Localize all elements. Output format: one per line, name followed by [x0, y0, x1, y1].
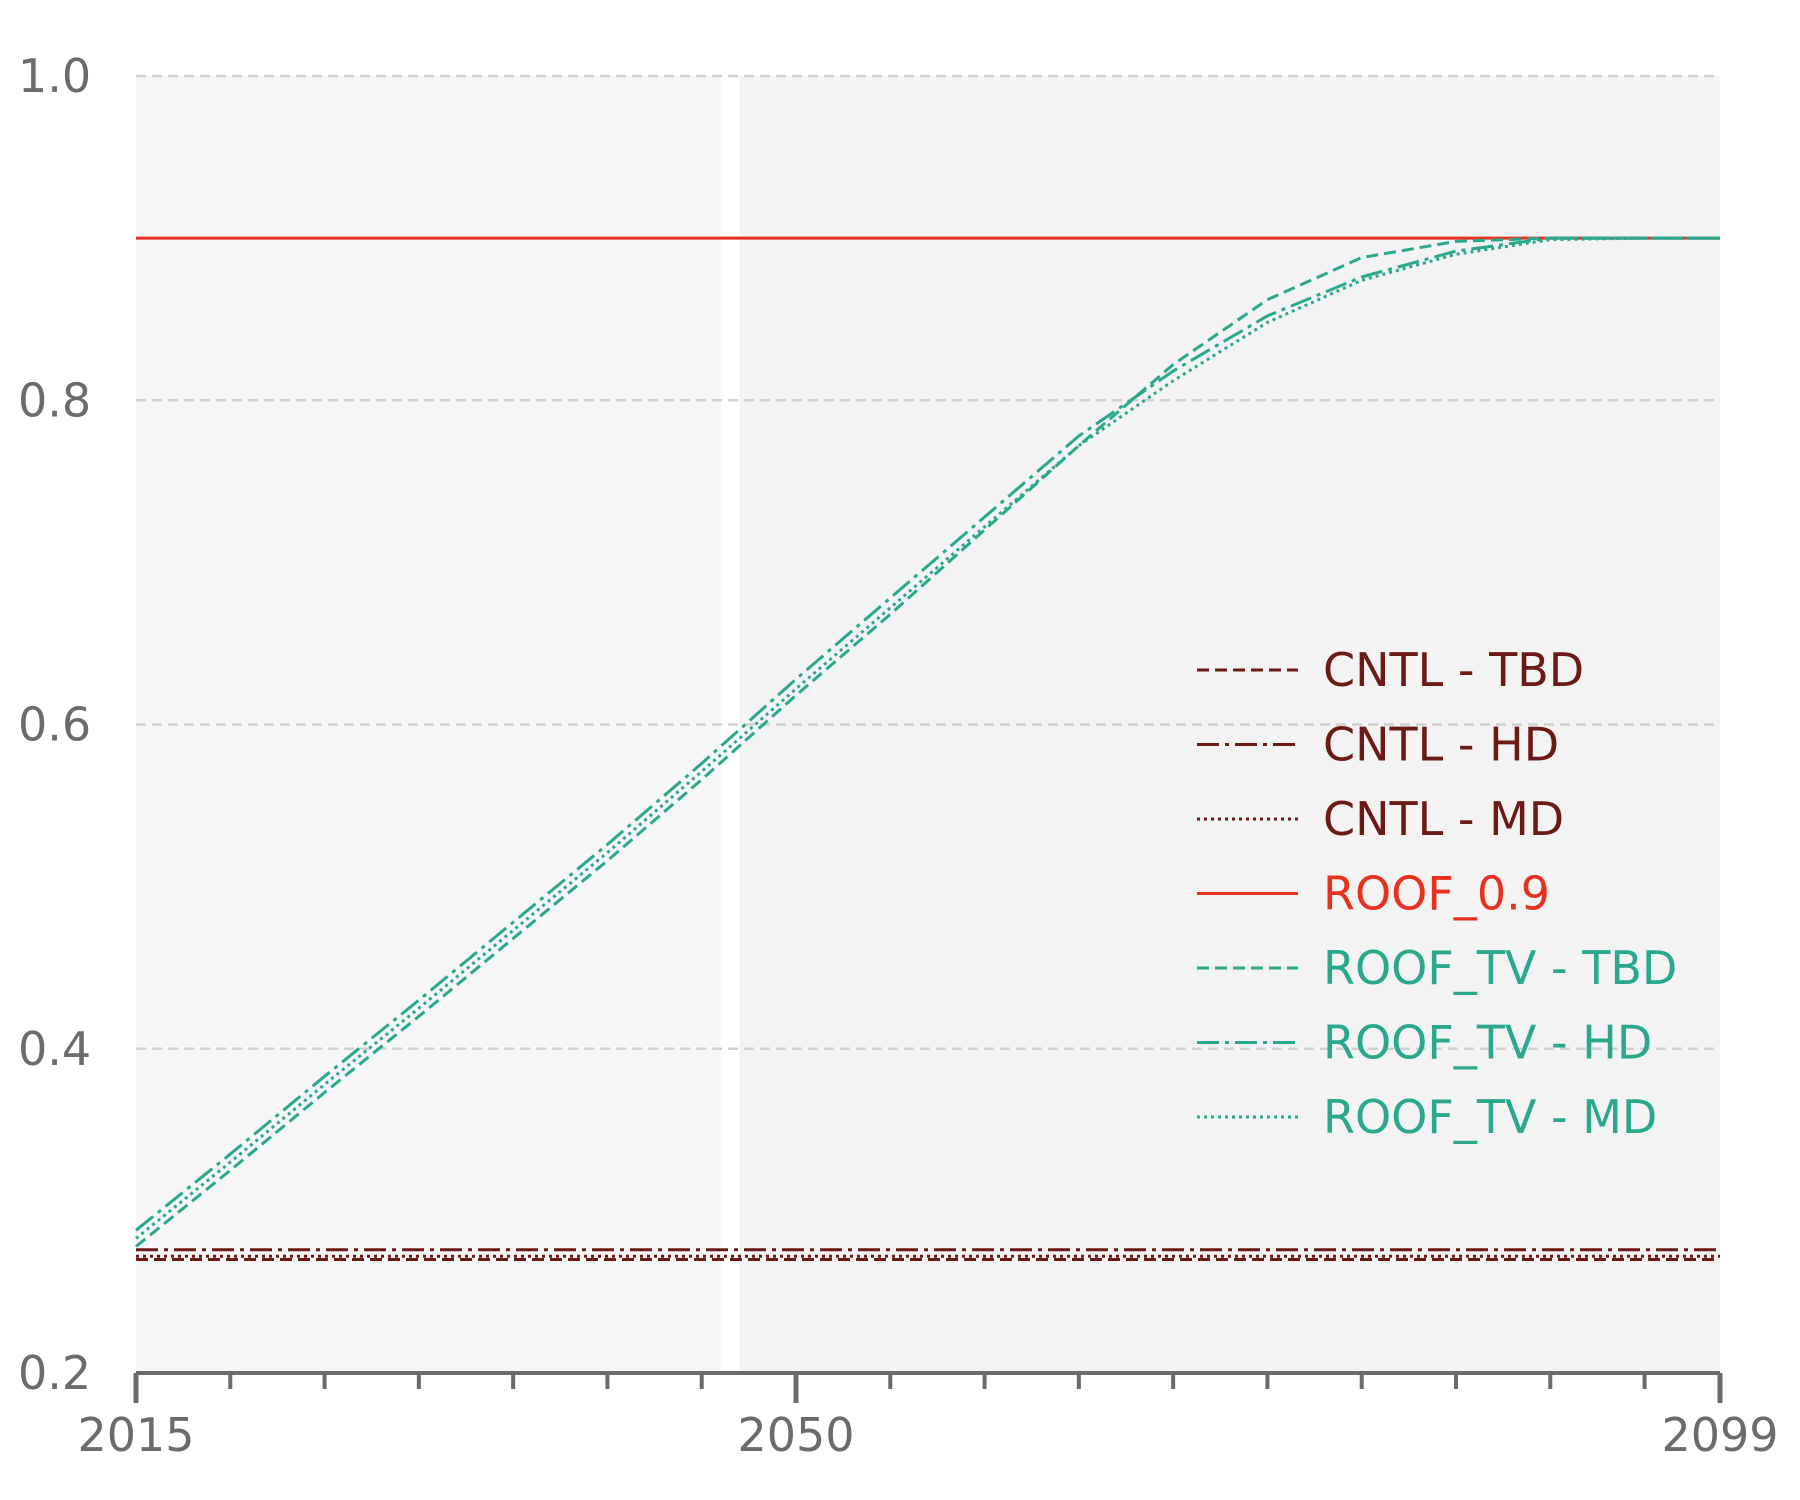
x-tick-label-2: 2099 — [1661, 1408, 1778, 1462]
series-line-5 — [135, 236, 1720, 1248]
legend: CNTL - TBD CNTL - HD CNTL - MD ROOF_0.9 ROOF… — [1197, 643, 1677, 1144]
x-tick-label-1: 2050 — [737, 1408, 854, 1462]
y-gridlines — [136, 74, 1720, 1050]
legend-label-2: CNTL - HD — [1323, 718, 1559, 772]
y-axis-labels: 0.2 0.4 0.6 0.8 1.0 — [18, 49, 91, 1400]
series-line-7 — [135, 236, 1720, 1240]
x-tick-label-0: 2015 — [77, 1408, 194, 1462]
legend-label-5: ROOF_TV - TBD — [1323, 941, 1677, 995]
series-line-6 — [135, 236, 1720, 1232]
y-tick-label-0: 0.2 — [18, 1346, 91, 1400]
y-tick-label-1: 0.4 — [18, 1022, 91, 1076]
series-lines — [135, 236, 1720, 1261]
y-tick-label-2: 0.6 — [18, 698, 91, 752]
legend-label-7: ROOF_TV - MD — [1323, 1090, 1657, 1144]
y-tick-label-4: 1.0 — [18, 49, 91, 103]
legend-label-6: ROOF_TV - HD — [1323, 1016, 1652, 1070]
y-tick-label-3: 0.8 — [18, 373, 91, 427]
legend-label-1: CNTL - TBD — [1323, 643, 1584, 697]
legend-label-3: CNTL - MD — [1323, 792, 1564, 846]
x-axis: 2015 2050 2099 — [77, 1371, 1779, 1462]
legend-label-4: ROOF_0.9 — [1323, 867, 1550, 921]
